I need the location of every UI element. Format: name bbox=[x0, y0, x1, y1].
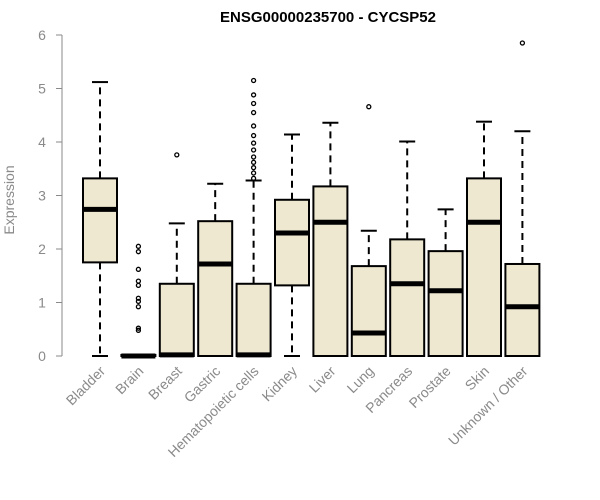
box-iqr bbox=[197, 220, 234, 357]
outlier-point bbox=[250, 175, 257, 182]
y-tick-label: 2 bbox=[38, 241, 46, 257]
y-tick-label: 6 bbox=[38, 27, 46, 43]
box-2 bbox=[158, 152, 195, 358]
x-tick-label: Liver bbox=[306, 363, 339, 396]
outlier-point bbox=[250, 109, 257, 116]
y-axis: 0 1 2 3 4 5 6 bbox=[38, 27, 63, 364]
y-tick-label: 4 bbox=[38, 134, 46, 150]
box-iqr bbox=[82, 177, 118, 264]
outlier-point bbox=[250, 165, 257, 171]
box-iqr bbox=[235, 282, 272, 357]
outlier-point bbox=[250, 100, 257, 107]
x-tick-label: Bladder bbox=[63, 363, 109, 409]
outlier-point bbox=[366, 104, 372, 110]
box-10 bbox=[466, 120, 502, 357]
box-0 bbox=[82, 81, 118, 357]
outlier-point bbox=[135, 325, 142, 331]
chart-title: ENSG00000235700 - CYCSP52 bbox=[220, 9, 436, 26]
x-tick-label: Lung bbox=[344, 363, 377, 396]
outlier-point bbox=[135, 295, 142, 301]
box-5 bbox=[274, 133, 310, 357]
box-9 bbox=[427, 208, 464, 357]
outlier-point bbox=[250, 132, 257, 139]
box-3 bbox=[197, 182, 234, 357]
box-8 bbox=[389, 140, 426, 357]
outlier-point bbox=[174, 152, 180, 158]
x-tick-label: Prostate bbox=[406, 363, 454, 411]
y-tick-label: 0 bbox=[38, 348, 46, 364]
outlier-point bbox=[135, 266, 142, 272]
box-7 bbox=[350, 104, 387, 357]
box-iqr bbox=[504, 262, 541, 358]
y-axis-label: Expression bbox=[1, 165, 17, 234]
x-tick-label: Breast bbox=[145, 363, 185, 403]
outlier-point bbox=[135, 298, 142, 305]
outlier-point bbox=[135, 249, 142, 255]
y-tick-label: 3 bbox=[38, 188, 46, 204]
outlier-point bbox=[250, 154, 257, 160]
box-iqr bbox=[274, 198, 310, 287]
box-6 bbox=[312, 121, 349, 357]
box-iqr bbox=[466, 177, 502, 357]
outlier-point bbox=[250, 140, 257, 146]
outlier-point bbox=[250, 92, 257, 98]
box-iqr bbox=[312, 185, 349, 357]
outlier-point bbox=[250, 170, 257, 176]
box-4 bbox=[235, 77, 272, 358]
outlier-point bbox=[135, 304, 142, 310]
outlier-point bbox=[250, 77, 257, 84]
outlier-point bbox=[250, 159, 257, 165]
outlier-point bbox=[250, 147, 257, 153]
box-iqr bbox=[389, 238, 426, 357]
outlier-point bbox=[135, 278, 142, 284]
box-1 bbox=[120, 243, 157, 359]
x-tick-label: Kidney bbox=[259, 363, 301, 405]
outlier-point bbox=[250, 123, 257, 129]
outlier-point bbox=[135, 282, 142, 289]
outlier-point bbox=[135, 327, 142, 333]
y-tick-label: 1 bbox=[38, 295, 46, 311]
x-tick-label: Skin bbox=[462, 363, 493, 394]
box-iqr bbox=[158, 282, 195, 357]
box-series bbox=[82, 40, 541, 359]
box-11 bbox=[504, 40, 541, 358]
x-tick-label: Brain bbox=[112, 363, 146, 397]
outlier-point bbox=[135, 243, 142, 249]
box-iqr bbox=[350, 265, 387, 357]
outlier-point bbox=[519, 40, 526, 46]
box-iqr bbox=[427, 250, 464, 357]
y-tick-label: 5 bbox=[38, 81, 46, 97]
